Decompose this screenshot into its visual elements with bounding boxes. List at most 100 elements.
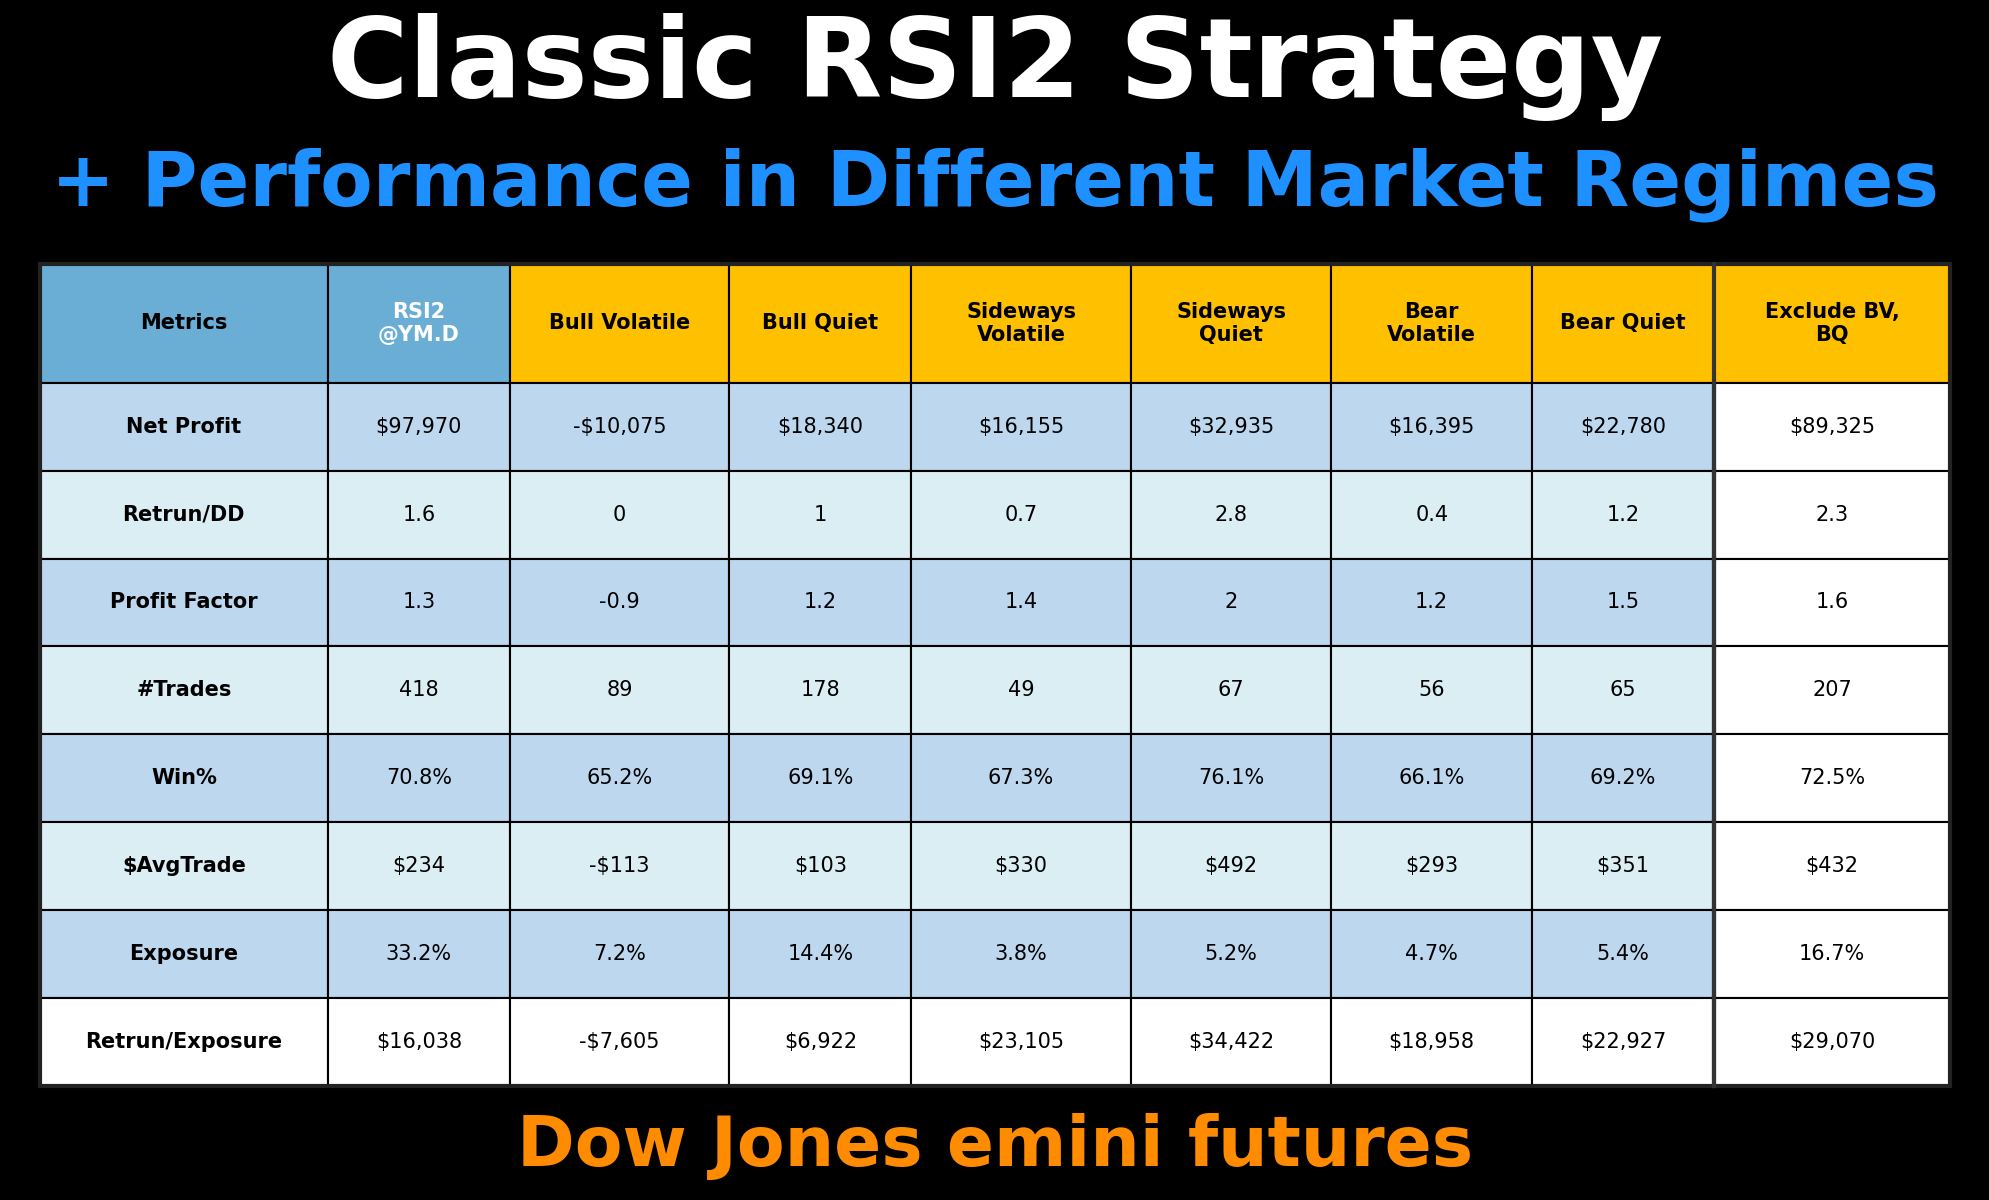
Bar <box>328 558 509 647</box>
Bar <box>1130 264 1331 383</box>
Bar <box>1130 470 1331 558</box>
Text: 1.2: 1.2 <box>1605 504 1639 524</box>
Bar <box>40 383 328 470</box>
Text: Bull Quiet: Bull Quiet <box>762 313 877 334</box>
Bar <box>911 734 1130 822</box>
Bar <box>1130 734 1331 822</box>
Bar <box>1713 647 1949 734</box>
Text: 1.6: 1.6 <box>1814 593 1848 612</box>
Bar <box>1130 822 1331 910</box>
Bar <box>728 647 911 734</box>
Text: 0: 0 <box>613 504 627 524</box>
Text: 56: 56 <box>1418 680 1444 701</box>
Bar <box>509 383 728 470</box>
Bar <box>1331 647 1532 734</box>
Bar <box>328 470 509 558</box>
Bar <box>1331 998 1532 1086</box>
Text: $89,325: $89,325 <box>1788 416 1874 437</box>
Bar <box>1713 264 1949 383</box>
Bar <box>509 647 728 734</box>
Bar <box>1130 910 1331 998</box>
Bar <box>328 264 509 383</box>
Bar <box>40 647 328 734</box>
Bar <box>40 470 328 558</box>
Bar <box>1331 910 1532 998</box>
Text: $23,105: $23,105 <box>977 1032 1064 1052</box>
Text: $432: $432 <box>1804 857 1858 876</box>
Text: 7.2%: 7.2% <box>593 944 646 964</box>
Text: Profit Factor: Profit Factor <box>109 593 257 612</box>
Bar <box>911 910 1130 998</box>
Bar <box>911 470 1130 558</box>
Text: $32,935: $32,935 <box>1187 416 1273 437</box>
Bar <box>1532 264 1713 383</box>
Bar <box>1532 998 1713 1086</box>
Bar <box>509 998 728 1086</box>
Bar <box>1130 558 1331 647</box>
Bar <box>1331 264 1532 383</box>
Text: 1: 1 <box>814 504 827 524</box>
Bar <box>1130 998 1331 1086</box>
Text: 5.2%: 5.2% <box>1203 944 1257 964</box>
Bar <box>728 910 911 998</box>
Text: $234: $234 <box>392 857 446 876</box>
Bar <box>40 910 328 998</box>
Bar <box>1532 822 1713 910</box>
Text: $16,155: $16,155 <box>977 416 1064 437</box>
Bar <box>1331 383 1532 470</box>
Bar <box>509 470 728 558</box>
Text: 207: 207 <box>1812 680 1852 701</box>
Text: $293: $293 <box>1404 857 1458 876</box>
Text: Dow Jones emini futures: Dow Jones emini futures <box>517 1112 1472 1180</box>
Bar <box>911 647 1130 734</box>
Bar <box>728 383 911 470</box>
Text: 5.4%: 5.4% <box>1595 944 1649 964</box>
Bar <box>328 822 509 910</box>
Bar <box>1713 822 1949 910</box>
Text: Bear
Volatile: Bear Volatile <box>1386 301 1476 344</box>
Bar <box>1713 910 1949 998</box>
Bar <box>728 470 911 558</box>
Text: -0.9: -0.9 <box>599 593 640 612</box>
Bar <box>1713 998 1949 1086</box>
Text: -$7,605: -$7,605 <box>579 1032 660 1052</box>
Bar <box>1713 558 1949 647</box>
Bar <box>1713 383 1949 470</box>
Text: 65.2%: 65.2% <box>587 768 652 788</box>
Bar <box>1532 383 1713 470</box>
Bar <box>1331 734 1532 822</box>
Bar <box>40 822 328 910</box>
Bar <box>509 910 728 998</box>
Text: 16.7%: 16.7% <box>1798 944 1864 964</box>
Text: 76.1%: 76.1% <box>1197 768 1263 788</box>
Text: Exclude BV,
BQ: Exclude BV, BQ <box>1764 301 1899 344</box>
Bar <box>1713 470 1949 558</box>
Text: $18,958: $18,958 <box>1388 1032 1474 1052</box>
Bar <box>1130 383 1331 470</box>
Bar <box>1532 734 1713 822</box>
Bar <box>911 558 1130 647</box>
Bar <box>40 558 328 647</box>
Text: 1.3: 1.3 <box>402 593 436 612</box>
Bar <box>1331 558 1532 647</box>
Bar <box>40 998 328 1086</box>
Text: #Trades: #Trades <box>135 680 231 701</box>
Bar <box>728 558 911 647</box>
Bar <box>40 734 328 822</box>
Text: Win%: Win% <box>151 768 217 788</box>
Text: $22,927: $22,927 <box>1579 1032 1665 1052</box>
Text: 66.1%: 66.1% <box>1398 768 1464 788</box>
Bar <box>1130 647 1331 734</box>
Text: -$10,075: -$10,075 <box>573 416 666 437</box>
Text: Classic RSI2 Strategy: Classic RSI2 Strategy <box>326 13 1663 121</box>
Text: Exposure: Exposure <box>129 944 239 964</box>
Text: 178: 178 <box>800 680 839 701</box>
Bar <box>1331 470 1532 558</box>
Text: 33.2%: 33.2% <box>386 944 452 964</box>
Text: Retrun/Exposure: Retrun/Exposure <box>86 1032 282 1052</box>
Text: 1.2: 1.2 <box>804 593 837 612</box>
Text: 67: 67 <box>1217 680 1243 701</box>
Text: $16,038: $16,038 <box>376 1032 461 1052</box>
Text: Bear Quiet: Bear Quiet <box>1559 313 1685 334</box>
Text: 1.6: 1.6 <box>402 504 436 524</box>
